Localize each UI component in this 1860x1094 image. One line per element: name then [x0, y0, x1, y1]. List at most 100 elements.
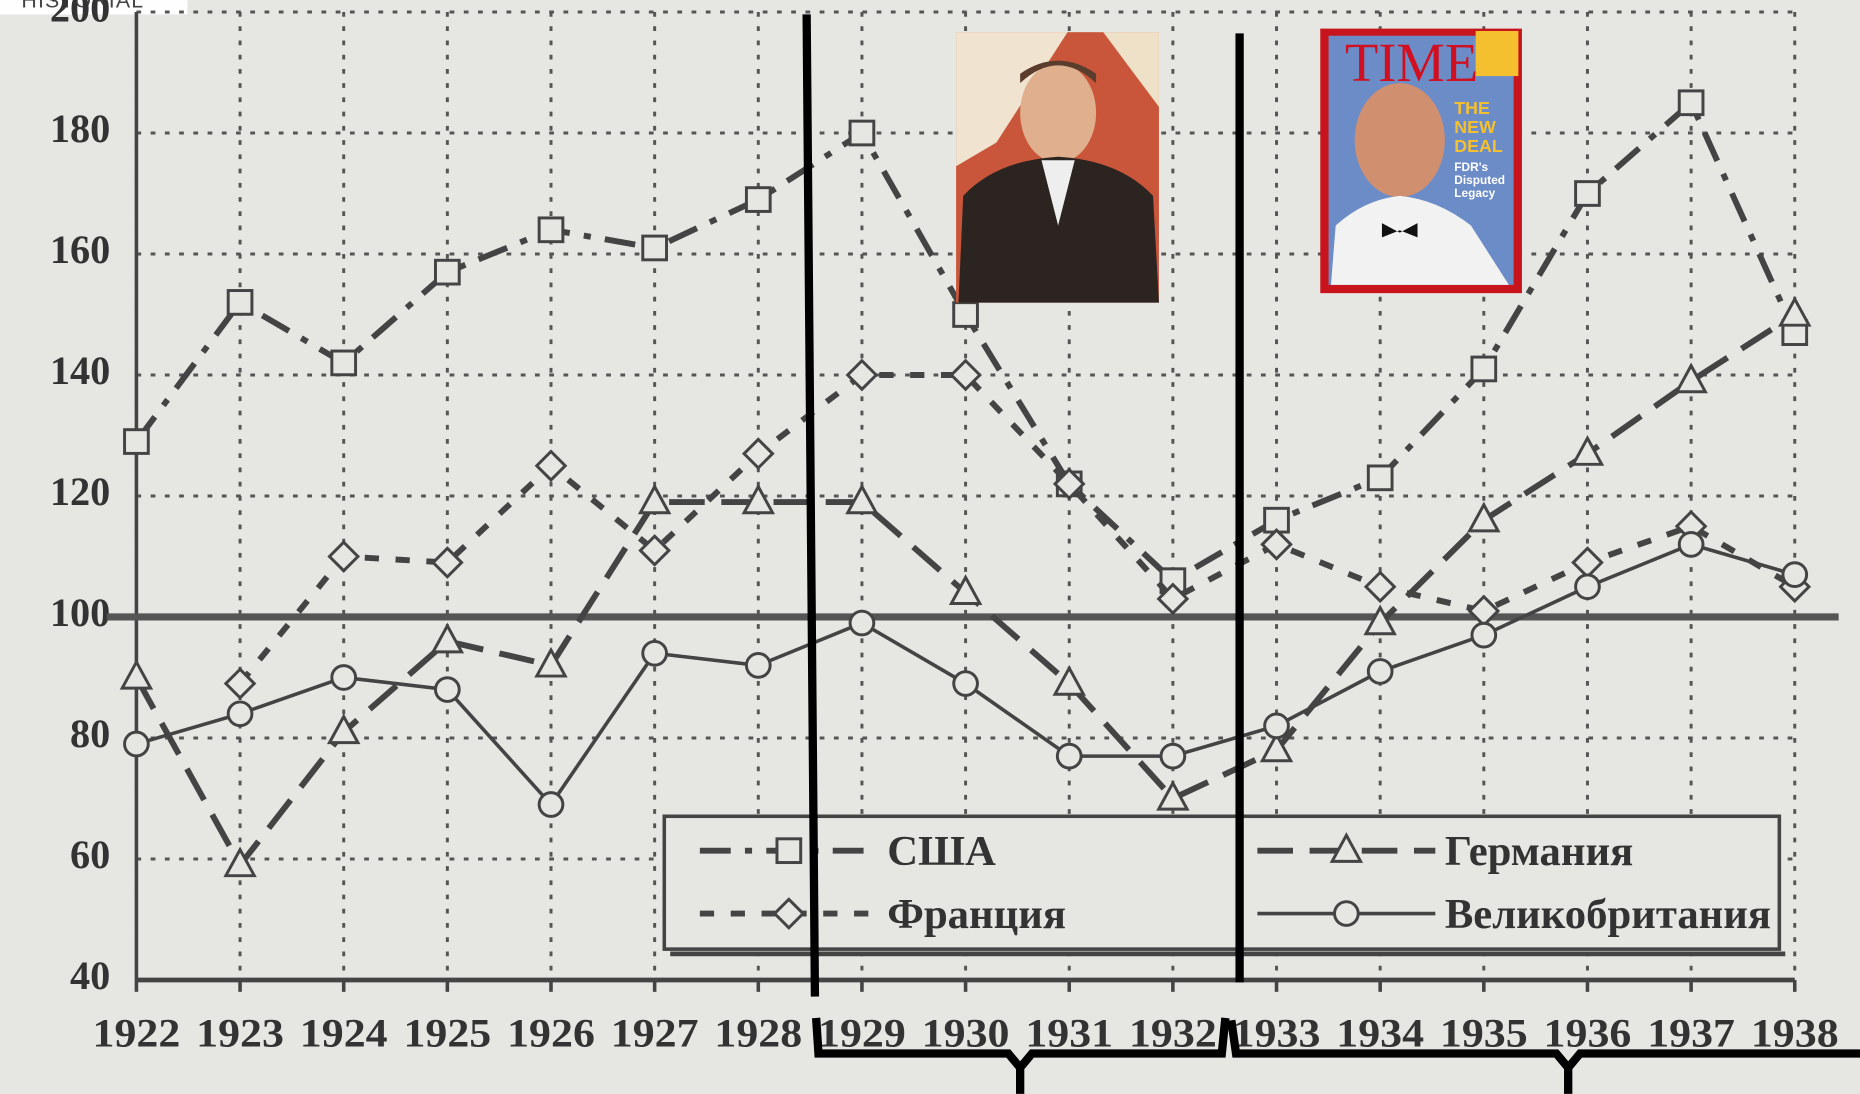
- marker: [1052, 665, 1086, 696]
- badge: HISTORIAL: [21, 0, 144, 12]
- marker: [741, 437, 775, 470]
- y-tick-label: 180: [50, 106, 110, 151]
- marker: [1363, 604, 1397, 636]
- marker: [845, 483, 879, 515]
- marker: [123, 428, 150, 455]
- x-tick-label: 1928: [714, 1010, 802, 1055]
- legend-label: США: [887, 828, 996, 875]
- y-tick-label: 80: [70, 711, 110, 756]
- marker: [1570, 435, 1605, 466]
- marker: [1333, 900, 1360, 927]
- marker: [638, 534, 671, 567]
- marker: [434, 676, 461, 703]
- marker: [1159, 742, 1187, 770]
- y-tick-label: 160: [50, 227, 110, 272]
- y-tick-label: 200: [50, 0, 110, 30]
- marker: [1781, 561, 1809, 588]
- marker: [741, 483, 776, 515]
- marker: [327, 540, 361, 573]
- marker: [1677, 89, 1705, 117]
- era-markers: [802, 14, 1860, 1094]
- marker: [637, 483, 672, 515]
- marker: [226, 700, 254, 728]
- x-tick-label: 1935: [1440, 1010, 1528, 1055]
- marker: [848, 119, 876, 147]
- marker: [537, 791, 565, 818]
- marker: [641, 639, 668, 667]
- legend: США Германия Франция Великобритания: [662, 814, 1786, 957]
- y-tick-label: 40: [70, 953, 110, 998]
- portrait: [956, 32, 1159, 303]
- x-tick-label: 1931: [1025, 1010, 1113, 1055]
- legend-label: Великобритания: [1445, 891, 1771, 938]
- marker: [1470, 621, 1498, 649]
- legend-label: Германия: [1445, 828, 1633, 875]
- marker: [1366, 464, 1394, 492]
- marker: [1263, 712, 1290, 740]
- cover-headline: THE NEW DEAL: [1454, 99, 1503, 157]
- marker: [1156, 779, 1190, 811]
- marker: [226, 289, 254, 316]
- marker: [430, 622, 465, 654]
- legend-box: [662, 814, 1782, 951]
- marker: [1363, 570, 1397, 604]
- series-line: [134, 97, 1798, 585]
- legend-label: Франция: [887, 891, 1066, 938]
- x-tick-label: 1937: [1647, 1010, 1735, 1055]
- marker: [952, 670, 979, 697]
- marker: [123, 730, 150, 758]
- marker: [330, 664, 358, 691]
- marker: [1156, 582, 1190, 616]
- marker: [772, 897, 806, 930]
- x-tick-label: 1924: [300, 1010, 388, 1055]
- marker: [1055, 742, 1083, 770]
- marker: [534, 449, 568, 483]
- marker: [537, 216, 565, 244]
- plot: 40 60 80 100 120 140 160 180 200 1922 1923 1924 1925…: [50, 0, 1839, 1055]
- marker: [119, 658, 154, 690]
- x-tick-label: 1938: [1751, 1010, 1839, 1055]
- x-tick-label: 1934: [1336, 1010, 1424, 1055]
- marker: [1674, 362, 1708, 394]
- cover-title: TIME: [1345, 32, 1478, 93]
- cover-text: THE NEW DEAL FDR's Disputed Legacy: [1454, 99, 1506, 201]
- marker: [1467, 501, 1501, 533]
- marker: [948, 574, 983, 605]
- marker: [223, 846, 257, 878]
- x-tick-label: 1923: [196, 1010, 284, 1055]
- marker: [1677, 531, 1705, 558]
- marker: [845, 358, 879, 392]
- y-tick-label: 60: [70, 832, 110, 877]
- marker: [952, 301, 979, 328]
- x-tick-label: 1930: [922, 1010, 1010, 1055]
- marker: [949, 358, 982, 392]
- marker: [326, 713, 361, 745]
- series-line: [237, 372, 1797, 686]
- marker: [1574, 180, 1601, 207]
- y-tick-label: 140: [50, 348, 110, 393]
- marker: [434, 258, 461, 286]
- x-tick-label: 1936: [1544, 1010, 1632, 1055]
- marker: [744, 652, 772, 679]
- x-tick-label: 1933: [1233, 1010, 1321, 1055]
- marker: [744, 186, 772, 213]
- magazine-cover: TIME THE NEW DEAL FDR's Disputed Legacy: [1320, 28, 1522, 294]
- marker: [1259, 731, 1294, 763]
- x-tick-label: 1932: [1129, 1010, 1217, 1055]
- x-tick-label: 1925: [403, 1010, 491, 1055]
- marker: [848, 609, 876, 637]
- marker: [1260, 528, 1293, 561]
- y-tick-label: 120: [50, 469, 110, 514]
- marker: [431, 546, 464, 579]
- marker: [775, 837, 803, 865]
- x-tick-label: 1927: [611, 1010, 699, 1055]
- y-tick-label: 100: [50, 590, 110, 635]
- cover-subline: FDR's Disputed Legacy: [1454, 161, 1506, 201]
- marker: [1778, 295, 1812, 327]
- x-tick-label: 1929: [818, 1010, 906, 1055]
- marker: [223, 667, 257, 700]
- marker: [1574, 573, 1601, 601]
- marker: [641, 234, 668, 262]
